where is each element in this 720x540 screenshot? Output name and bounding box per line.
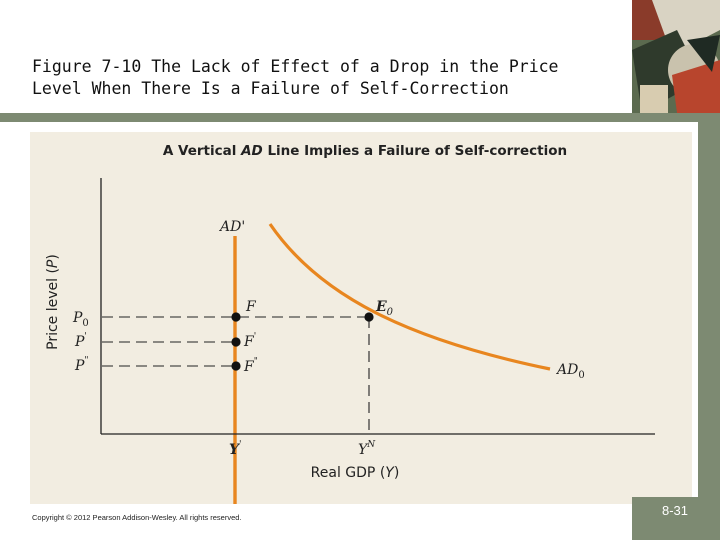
x-axis-label: Real GDP (Y) [311,465,400,481]
point-label-f-prime: F' [243,332,256,350]
y-tick-p0: P0 [72,310,89,329]
title-line-2: Level When There Is a Failure of Self-Co… [32,79,509,98]
point-f [231,312,241,322]
decorative-art-image [632,0,720,113]
title-line-1: Figure 7-10 The Lack of Effect of a Drop… [32,57,559,76]
figure-heading: A Vertical AD Line Implies a Failure of … [163,143,567,159]
point-label-e0: E0 [375,299,394,318]
figure-background [30,132,692,504]
slide-title: Figure 7-10 The Lack of Effect of a Drop… [32,56,622,100]
y-tick-p-double-prime: P" [74,356,89,374]
point-f-double-prime [231,361,241,371]
x-tick-y-prime: Y' [229,440,241,458]
point-label-f: F [245,299,257,315]
side-accent-bar [698,122,720,497]
copyright-notice: Copyright © 2012 Pearson Addison-Wesley.… [32,513,242,522]
ad0-curve [268,223,551,371]
vertical-ad-label: AD' [218,219,245,235]
point-f-prime [231,337,241,347]
point-e0 [364,312,374,322]
ad0-label: AD0 [555,362,585,381]
y-axis-label: Price level (P) [45,254,61,350]
y-tick-p-prime: P' [74,332,87,350]
slide-number: 8-31 [662,503,689,518]
x-tick-yn: YN [358,440,376,458]
figure-panel: A Vertical AD Line Implies a Failure of … [30,132,692,504]
footer-accent-block [632,497,720,540]
point-label-f-double-prime: F" [243,357,258,375]
header-accent-bar [0,113,720,122]
